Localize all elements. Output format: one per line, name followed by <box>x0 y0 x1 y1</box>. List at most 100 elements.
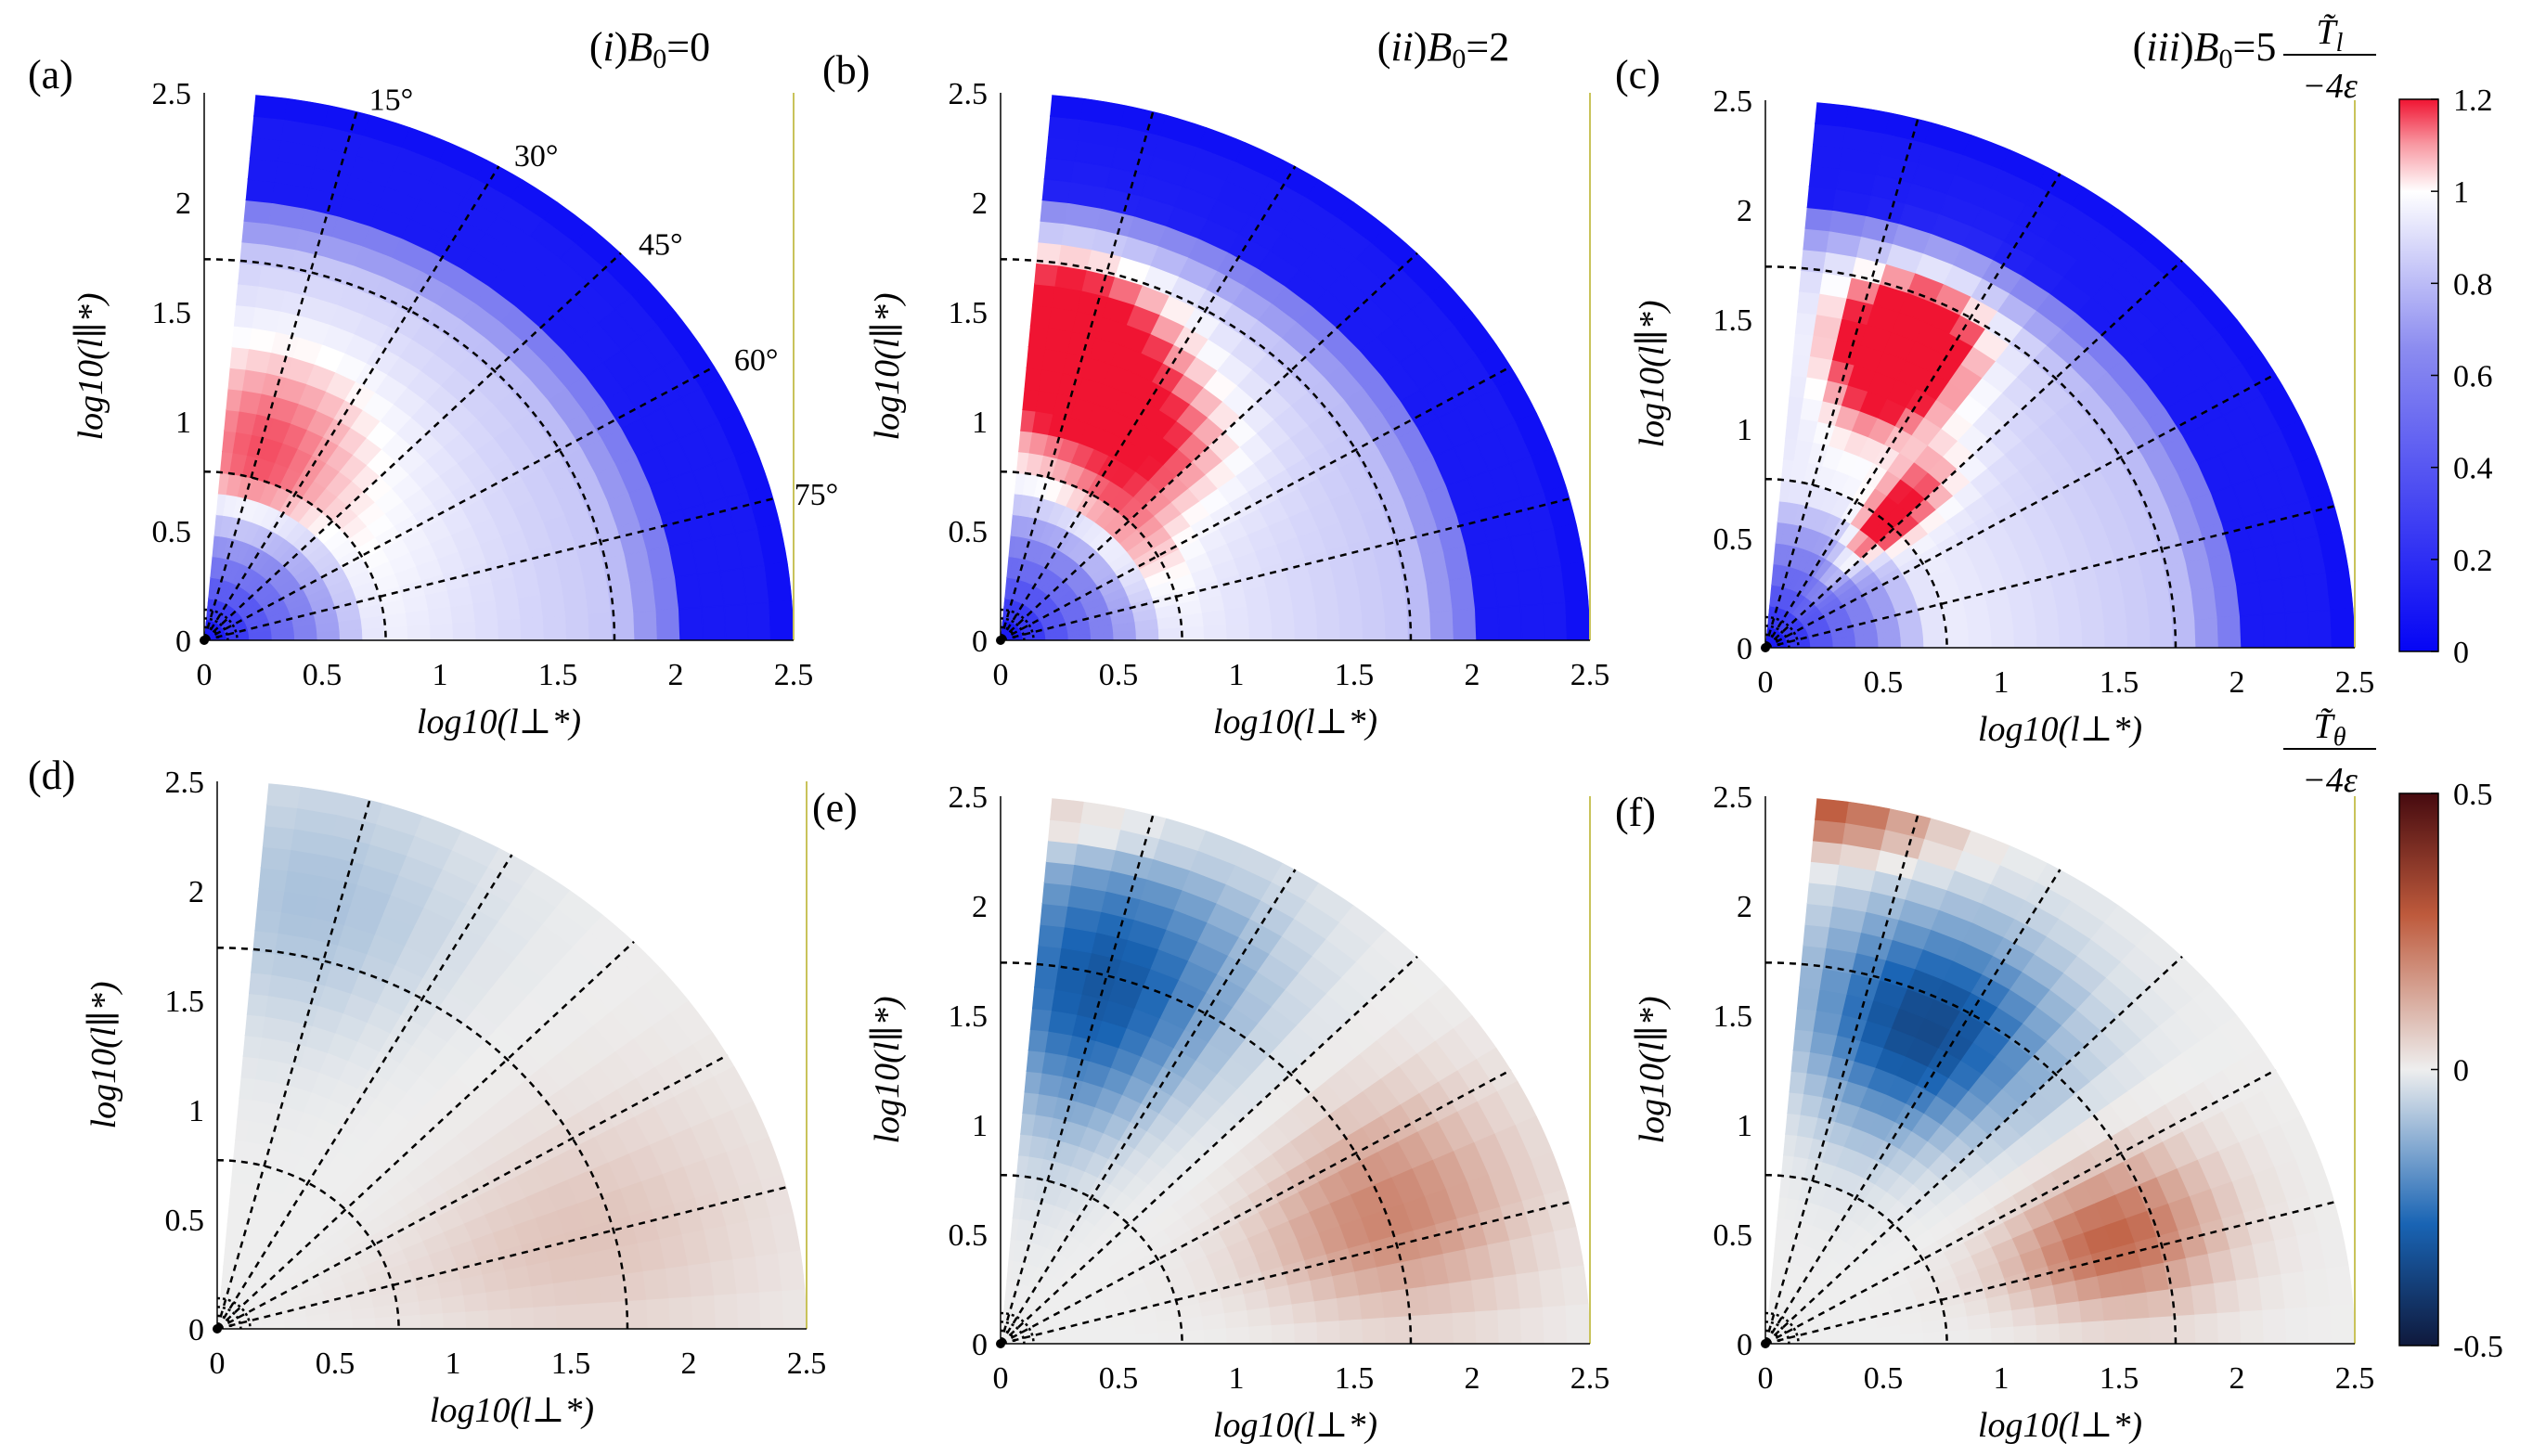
y-tick-label: 1 <box>1737 413 1752 447</box>
guide-arc-small <box>1000 608 1035 641</box>
colorbar-label-numerator: T̃l <box>2317 13 2344 58</box>
x-axis-label: log10(l⊥*) <box>417 702 581 741</box>
angle-label: 75° <box>795 478 839 512</box>
x-tick-label: 2 <box>668 658 684 692</box>
guide-arc <box>1000 470 1183 641</box>
colorbar-tick-label: 0.4 <box>2453 452 2493 486</box>
guide-ray <box>215 799 371 1330</box>
x-tick-label: 0 <box>197 658 213 692</box>
panel-5: 0 0.5 1 1.5 2 2.5 0 0.5 1 1.5 2 2.5 log10(l⊥*) log10(… <box>812 780 1609 1445</box>
x-axis-label: log10(l⊥*) <box>430 1391 594 1430</box>
x-tick-label: 0 <box>210 1346 226 1381</box>
guide-arc <box>203 470 387 641</box>
x-tick-label: 0.5 <box>303 658 342 692</box>
guide-arc-small <box>1000 1311 1035 1345</box>
guide-arc-small <box>1000 617 1026 641</box>
x-axis-label: log10(l⊥*) <box>1978 710 2142 749</box>
x-axis-label: log10(l⊥*) <box>1978 1406 2142 1445</box>
guide-ray <box>1000 1068 1512 1346</box>
colorbar-tick-label: 0.8 <box>2453 267 2493 302</box>
guide-ray <box>1000 1201 1570 1346</box>
y-tick-label: 0 <box>972 625 988 659</box>
guide-arc-small <box>203 617 229 641</box>
guide-ray <box>216 940 635 1330</box>
x-tick-label: 0 <box>993 1361 1009 1396</box>
colorbar-label-denominator: −4ε <box>2302 67 2358 106</box>
y-axis-label: log10(l∥*) <box>868 997 907 1144</box>
guide-arc-small <box>216 1296 252 1330</box>
x-tick-label: 2 <box>2229 1361 2245 1396</box>
x-tick-label: 2 <box>681 1346 697 1381</box>
y-tick-label: 2 <box>972 890 988 924</box>
heatmap-cells <box>1765 798 2355 1344</box>
guide-arc-small <box>1764 1311 1800 1345</box>
y-tick-label: 2.5 <box>165 766 205 800</box>
panel-6: 0 0.5 1 1.5 2 2.5 0 0.5 1 1.5 2 2.5 log10(l⊥*) log10(… <box>1615 780 2374 1445</box>
panel-label: (c) <box>1615 52 1661 97</box>
axes: 0 0.5 1 1.5 2 2.5 0 0.5 1 1.5 2 2.5 log10(l⊥*) log10(… <box>1633 780 2374 1445</box>
guide-arc-small <box>216 1306 242 1330</box>
colorbar-tick-label: 1.2 <box>2453 84 2493 118</box>
y-tick-label: 2 <box>1737 194 1752 228</box>
angle-label: 30° <box>514 139 559 174</box>
x-tick-label: 1 <box>1229 1361 1245 1396</box>
heatmap-cells <box>217 783 807 1329</box>
dashed-guides <box>202 110 774 642</box>
y-tick-label: 0 <box>1737 1328 1752 1362</box>
panel-4: 0 0.5 1 1.5 2 2.5 0 0.5 1 1.5 2 2.5 log10(l⊥*) log10(… <box>28 753 826 1430</box>
colorbar-1: 0 0.2 0.4 0.6 0.8 1 1.2 T̃l −4ε <box>2283 13 2493 670</box>
x-axis-label: log10(l⊥*) <box>1213 1406 1377 1445</box>
y-tick-label: 0.5 <box>1713 1218 1753 1253</box>
x-tick-label: 1 <box>446 1346 461 1381</box>
guide-ray <box>202 165 500 641</box>
x-tick-label: 0.5 <box>316 1346 355 1381</box>
x-tick-label: 2.5 <box>787 1346 827 1381</box>
panel-2: 0 0.5 1 1.5 2 2.5 0 0.5 1 1.5 2 2.5 log10(l⊥*) log10(… <box>822 24 1609 741</box>
guide-arc-small <box>203 608 239 641</box>
y-tick-label: 2.5 <box>152 77 192 111</box>
guide-ray <box>999 814 1155 1345</box>
panel-title: (ii)B0=2 <box>1377 24 1509 74</box>
guide-arc-small <box>203 625 220 641</box>
guide-arc <box>216 947 629 1330</box>
guide-ray <box>1764 118 1919 649</box>
x-tick-label: 0.5 <box>1099 1361 1139 1396</box>
x-axis-label: log10(l⊥*) <box>1213 702 1377 741</box>
guide-ray <box>1764 1201 2335 1346</box>
guide-ray <box>1000 365 1512 642</box>
panel-3: 0 0.5 1 1.5 2 2.5 0 0.5 1 1.5 2 2.5 log10(l⊥*) log10(… <box>1615 24 2374 749</box>
y-tick-label: 1.5 <box>949 999 989 1034</box>
y-tick-label: 1.5 <box>152 296 192 330</box>
x-tick-label: 0.5 <box>1864 665 1904 700</box>
guide-ray <box>203 365 716 642</box>
guide-arc-small <box>1764 625 1790 649</box>
guide-ray <box>1764 372 2277 650</box>
x-tick-label: 1 <box>433 658 448 692</box>
guide-ray <box>999 869 1297 1345</box>
guide-ray <box>215 854 513 1330</box>
dashed-guides <box>999 814 1570 1346</box>
heatmap-cells <box>204 95 794 641</box>
x-tick-label: 2.5 <box>1570 1361 1610 1396</box>
x-tick-label: 0 <box>1758 1361 1774 1396</box>
dashed-guides <box>1764 118 2335 650</box>
y-tick-label: 0.5 <box>949 515 989 549</box>
guide-arc <box>1764 1174 1948 1345</box>
x-tick-label: 0 <box>1758 665 1774 700</box>
axes: 0 0.5 1 1.5 2 2.5 0 0.5 1 1.5 2 2.5 log10(l⊥*) log10(… <box>1633 84 2374 749</box>
colorbar-tick-label: 0.6 <box>2453 360 2493 394</box>
panel-label: (d) <box>28 753 75 798</box>
dashed-guides <box>999 110 1570 642</box>
panel-title: (iii)B0=5 <box>2133 24 2277 74</box>
y-axis-label: log10(l∥*) <box>1633 997 1672 1144</box>
x-tick-label: 2.5 <box>2335 665 2375 700</box>
guide-ray <box>1000 955 1418 1345</box>
guide-ray <box>216 1186 787 1331</box>
guide-ray <box>1764 955 2183 1345</box>
y-tick-label: 1 <box>972 1109 988 1143</box>
x-tick-label: 2.5 <box>2335 1361 2375 1396</box>
guide-ray <box>1764 814 1919 1345</box>
y-tick-label: 0 <box>972 1328 988 1362</box>
panel-1: 0 0.5 1 1.5 2 2.5 0 0.5 1 1.5 2 2.5 log10(l⊥*) log10(… <box>28 24 838 741</box>
guide-ray <box>1764 869 2061 1345</box>
